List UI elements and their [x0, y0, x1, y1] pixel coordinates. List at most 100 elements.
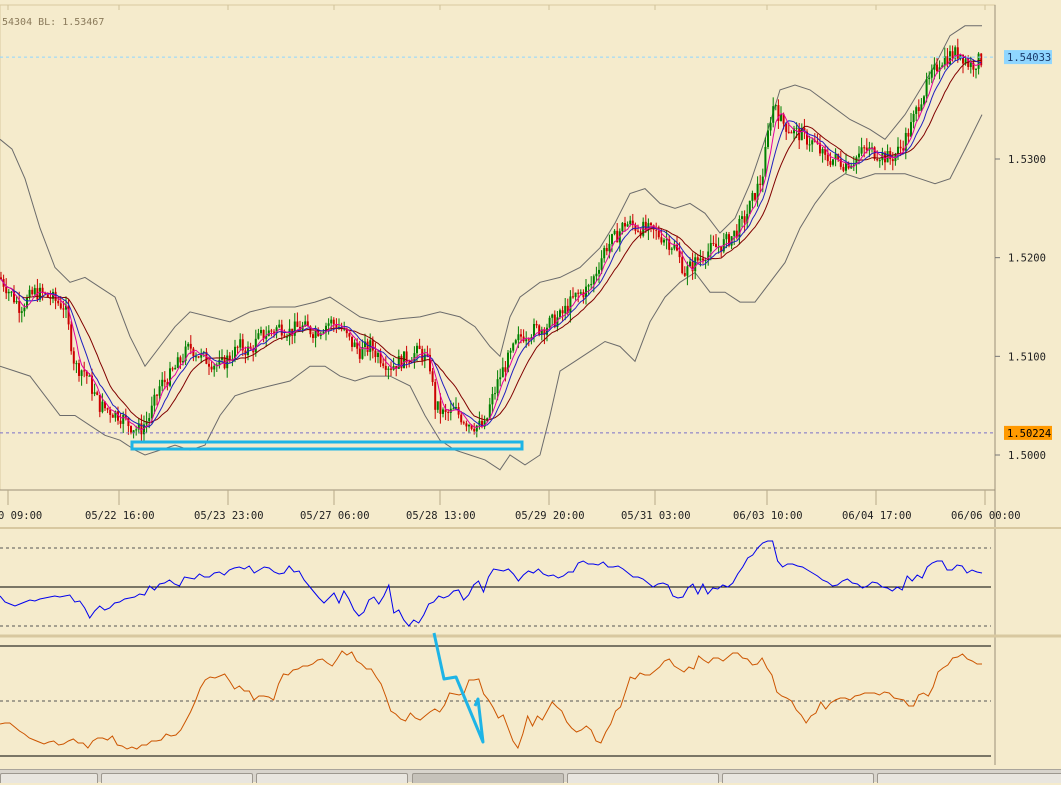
candle-body — [335, 324, 338, 329]
candle-body — [852, 164, 855, 166]
candle-body — [694, 257, 697, 272]
candle-body — [631, 220, 634, 226]
candle-body — [839, 159, 842, 167]
candle-body — [681, 257, 684, 274]
price-lines: 1.54033 1.50224 — [0, 50, 1052, 440]
candle-body — [577, 292, 580, 294]
candle-body — [444, 409, 447, 413]
candle-body — [78, 363, 80, 376]
y-tick-label: 1.5100 — [1008, 351, 1046, 363]
candle-body — [439, 401, 442, 414]
candle-body — [130, 426, 132, 433]
candle-body — [574, 292, 577, 297]
candle-body — [384, 365, 387, 370]
candle-body — [257, 333, 260, 339]
candle-body — [379, 352, 382, 364]
candle-body — [629, 220, 632, 225]
candle-body — [293, 321, 296, 336]
candle-body — [611, 234, 613, 244]
osc2-line — [0, 650, 982, 750]
x-tick-label: 05/22 16:00 — [85, 510, 155, 522]
taskbar-tab-7[interactable] — [877, 773, 1061, 783]
bollinger-lower — [0, 114, 983, 471]
candle-body — [746, 213, 749, 223]
candle-body — [644, 221, 647, 231]
candle-body — [972, 62, 975, 70]
candle-body — [962, 54, 964, 64]
candle-body — [533, 324, 535, 338]
bollinger-upper — [0, 25, 982, 368]
candle-body — [925, 79, 928, 97]
candle-body — [876, 158, 879, 161]
candle-body — [470, 424, 473, 429]
candle-body — [135, 429, 138, 431]
candle-body — [923, 96, 925, 105]
candle-body — [499, 377, 502, 380]
candle-body — [709, 243, 712, 252]
price-line-tag — [1004, 425, 1052, 440]
candle-body — [117, 411, 119, 421]
candle-body — [421, 348, 424, 361]
oscillator-panel-2 — [0, 645, 991, 757]
candle-body — [462, 422, 465, 424]
candle-body — [59, 303, 62, 309]
candle-body — [834, 154, 837, 160]
candle-body — [455, 407, 457, 409]
taskbar-tab-6[interactable] — [722, 773, 874, 783]
candle-body — [899, 146, 902, 149]
candle-body — [754, 193, 756, 200]
candle-body — [774, 105, 777, 107]
x-tick-label: 05/31 03:00 — [621, 510, 691, 522]
candle-body — [18, 301, 21, 313]
moving-averages — [0, 53, 982, 431]
candle-body — [358, 348, 361, 359]
candle-body — [756, 183, 759, 200]
candle-body — [590, 284, 593, 286]
candle-body — [442, 409, 444, 414]
candle-body — [83, 370, 86, 372]
candle-body — [668, 239, 671, 250]
candle-body — [325, 325, 327, 333]
candle-body — [473, 428, 476, 432]
candle-body — [228, 355, 231, 361]
candle-body — [538, 325, 541, 335]
candle-body — [137, 423, 140, 430]
candle-body — [312, 334, 314, 339]
candle-body — [938, 67, 941, 72]
candle-body — [738, 218, 741, 238]
candle-body — [80, 370, 83, 376]
candle-body — [423, 354, 426, 361]
candle-body — [603, 247, 606, 259]
candle-body — [226, 355, 229, 369]
candle-body — [176, 357, 179, 368]
candle-body — [140, 423, 143, 435]
candle-body — [361, 347, 364, 359]
candle-body — [475, 425, 478, 432]
candle-body — [161, 379, 164, 387]
candle-body — [10, 291, 13, 293]
candle-body — [845, 163, 847, 171]
candle-body — [265, 335, 268, 339]
candle-body — [564, 305, 567, 314]
x-tick-label: 06/04 17:00 — [842, 510, 912, 522]
candle-body — [696, 257, 699, 261]
taskbar-tab-active[interactable] — [412, 773, 564, 783]
candle-body — [704, 260, 707, 262]
taskbar-tab-5[interactable] — [567, 773, 719, 783]
candle-body — [826, 154, 829, 162]
candle-body — [465, 423, 468, 427]
candle-body — [915, 107, 918, 114]
candle-body — [884, 152, 886, 163]
taskbar-tab-1[interactable] — [0, 773, 98, 783]
candle-body — [782, 114, 785, 124]
candle-body — [509, 350, 512, 353]
candle-body — [426, 354, 429, 356]
candle-body — [551, 314, 554, 318]
taskbar-tab-2[interactable] — [101, 773, 253, 783]
candle-body — [434, 382, 437, 410]
candle-body — [171, 368, 174, 370]
candle-body — [860, 147, 863, 154]
candle-body — [793, 128, 795, 134]
taskbar-tab-3[interactable] — [256, 773, 408, 783]
